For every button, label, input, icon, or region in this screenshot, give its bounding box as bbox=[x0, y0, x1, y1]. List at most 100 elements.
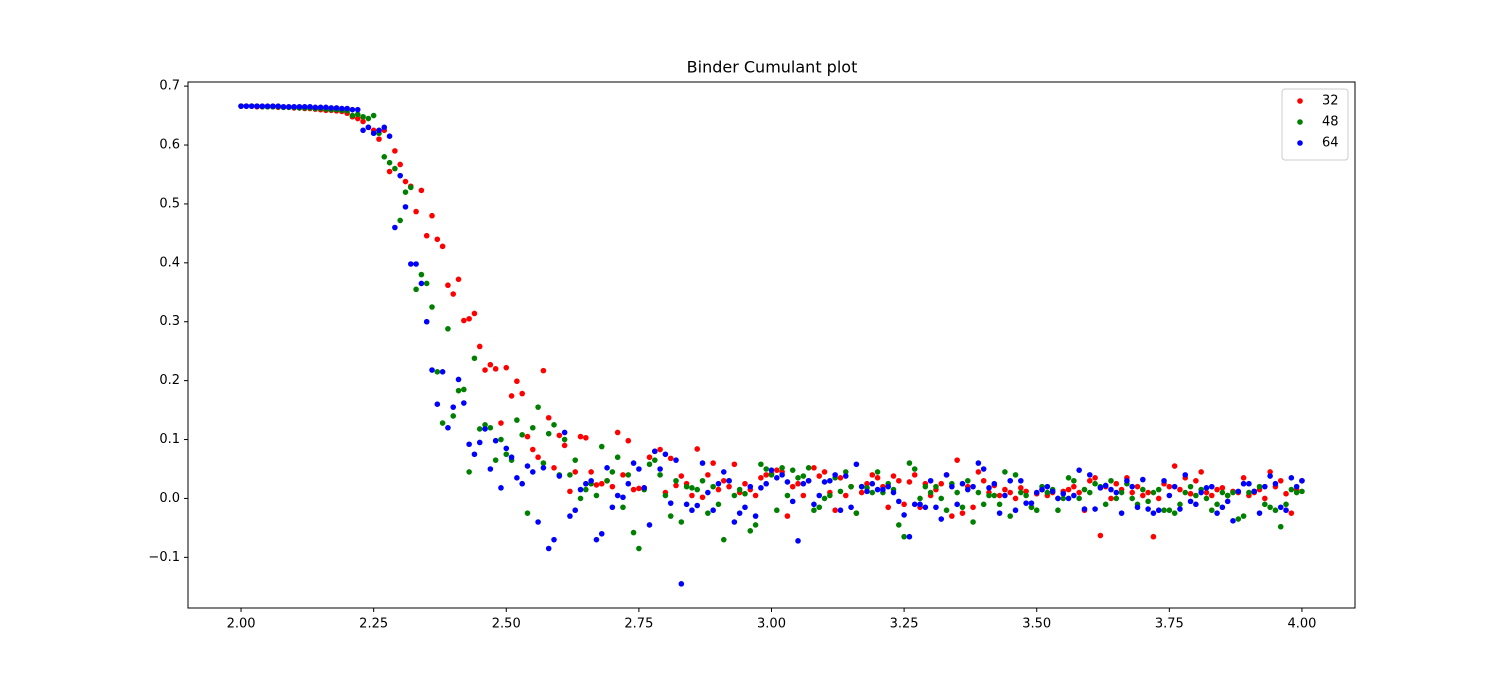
point bbox=[1018, 477, 1024, 484]
point bbox=[445, 326, 451, 332]
point bbox=[959, 480, 966, 487]
point bbox=[896, 522, 902, 528]
point bbox=[1092, 480, 1098, 487]
point bbox=[678, 581, 685, 587]
point bbox=[561, 429, 568, 436]
point bbox=[864, 488, 870, 495]
point bbox=[439, 369, 446, 375]
point bbox=[736, 510, 743, 516]
point bbox=[392, 224, 398, 231]
y-tick-label: 0.2 bbox=[159, 373, 180, 388]
point bbox=[1028, 500, 1035, 506]
point bbox=[370, 130, 377, 137]
point bbox=[938, 480, 945, 487]
point bbox=[678, 519, 685, 525]
point bbox=[1018, 485, 1024, 491]
point bbox=[429, 304, 435, 310]
point bbox=[503, 451, 510, 458]
point bbox=[842, 469, 849, 475]
point bbox=[1002, 492, 1008, 499]
point bbox=[1272, 507, 1279, 514]
point bbox=[673, 477, 679, 484]
point bbox=[1288, 486, 1295, 493]
point bbox=[901, 512, 907, 518]
point bbox=[1277, 477, 1284, 484]
point bbox=[933, 483, 939, 490]
point bbox=[964, 477, 971, 484]
point bbox=[402, 178, 409, 185]
point bbox=[508, 393, 515, 399]
point bbox=[583, 480, 589, 487]
point bbox=[715, 480, 722, 487]
point bbox=[858, 483, 865, 490]
point bbox=[354, 111, 361, 118]
point bbox=[1145, 506, 1151, 512]
point bbox=[1113, 480, 1120, 487]
point bbox=[1267, 469, 1273, 475]
point bbox=[986, 492, 992, 499]
point bbox=[874, 475, 881, 481]
point bbox=[1277, 504, 1284, 511]
point bbox=[689, 492, 695, 499]
point bbox=[1065, 495, 1072, 502]
point bbox=[768, 472, 775, 478]
point bbox=[885, 483, 891, 490]
point bbox=[360, 118, 366, 125]
point bbox=[837, 507, 844, 514]
point bbox=[1060, 490, 1067, 497]
point bbox=[1092, 506, 1098, 512]
point bbox=[1140, 486, 1146, 493]
point bbox=[742, 480, 748, 487]
point bbox=[407, 184, 414, 191]
point bbox=[243, 103, 250, 109]
point bbox=[598, 443, 605, 450]
chart-title: Binder Cumulant plot bbox=[687, 58, 858, 77]
point bbox=[996, 501, 1003, 508]
point bbox=[975, 489, 982, 496]
point bbox=[503, 364, 510, 371]
point bbox=[519, 480, 525, 487]
x-tick-label: 4.00 bbox=[1287, 617, 1316, 632]
point bbox=[312, 104, 319, 111]
point bbox=[667, 513, 674, 519]
point bbox=[837, 488, 844, 495]
point bbox=[811, 501, 817, 508]
point bbox=[1113, 489, 1120, 496]
point bbox=[827, 492, 833, 499]
point bbox=[381, 154, 388, 160]
point bbox=[529, 469, 536, 475]
point bbox=[567, 488, 573, 495]
point bbox=[1161, 507, 1167, 514]
point bbox=[1134, 483, 1141, 490]
point bbox=[1267, 473, 1273, 479]
point bbox=[789, 483, 796, 490]
point bbox=[397, 161, 403, 168]
point bbox=[869, 489, 876, 496]
point bbox=[1086, 477, 1093, 484]
point bbox=[667, 500, 674, 506]
point bbox=[842, 492, 849, 499]
point bbox=[386, 168, 393, 175]
point bbox=[1193, 492, 1199, 499]
point bbox=[1283, 490, 1289, 497]
point bbox=[529, 424, 536, 431]
point bbox=[774, 467, 780, 473]
point bbox=[1129, 495, 1136, 502]
x-tick-label: 3.25 bbox=[890, 617, 919, 632]
point bbox=[1102, 501, 1109, 508]
point bbox=[514, 475, 520, 481]
point bbox=[476, 439, 483, 446]
point bbox=[885, 504, 891, 511]
point bbox=[397, 217, 403, 224]
point bbox=[752, 513, 759, 519]
point bbox=[556, 432, 563, 439]
point bbox=[747, 528, 754, 534]
point bbox=[1049, 488, 1056, 495]
point bbox=[890, 473, 897, 479]
point bbox=[720, 536, 727, 543]
point bbox=[577, 495, 584, 502]
y-tick-label: −0.1 bbox=[148, 550, 180, 565]
point bbox=[922, 483, 929, 490]
point bbox=[620, 494, 626, 501]
point bbox=[779, 465, 785, 471]
